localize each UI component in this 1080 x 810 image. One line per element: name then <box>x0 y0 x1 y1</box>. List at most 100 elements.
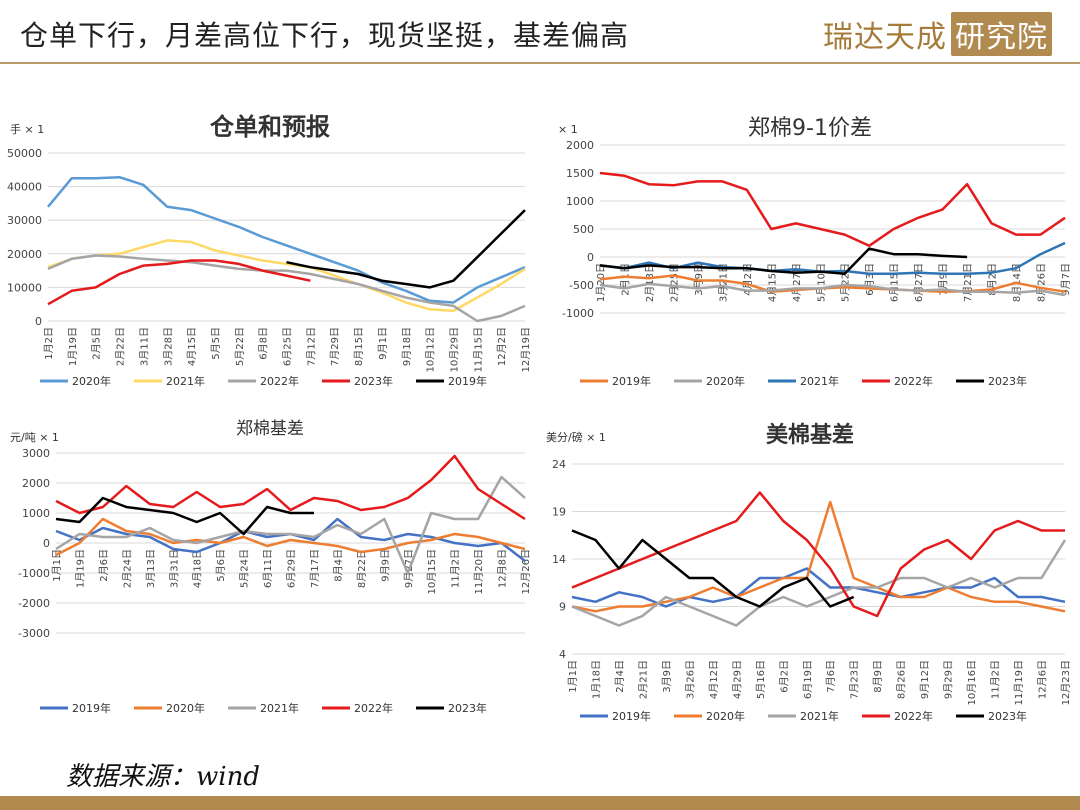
data-source: 数据来源：wind <box>66 762 260 792</box>
legend-label: 2022年 <box>894 709 933 723</box>
x-tick-label: 9月29日 <box>943 660 955 699</box>
chart-title: 美棉基差 <box>766 422 854 448</box>
x-tick-label: 9月7日 <box>1060 263 1072 296</box>
y-tick-label: -2000 <box>18 597 50 610</box>
x-tick-label: 1月1日 <box>567 660 579 693</box>
page-title: 仓单下行，月差高位下行，现货坚挺，基差偏高 <box>20 19 630 52</box>
x-tick-label: 4月29日 <box>731 660 743 699</box>
y-tick-label: 1500 <box>566 167 594 180</box>
x-tick-label: 6月8日 <box>258 327 270 360</box>
series-line-2023年 <box>571 529 855 608</box>
series-line-2021年 <box>571 539 1067 627</box>
x-tick-label: 1月18日 <box>590 660 602 699</box>
x-tick-label: 2月22日 <box>115 327 127 366</box>
x-tick-label: 6月3日 <box>864 263 876 296</box>
legend-label: 2023年 <box>354 374 393 388</box>
x-tick-label: 2月21日 <box>637 660 649 699</box>
x-tick-label: 7月21日 <box>962 263 974 302</box>
x-tick-label: 5月22日 <box>234 327 246 366</box>
x-tick-label: 8月22日 <box>356 549 368 588</box>
x-tick-label: 5月16日 <box>755 660 767 699</box>
y-tick-label: 19 <box>552 506 566 519</box>
x-tick-label: 3月9日 <box>661 660 673 693</box>
y-tick-label: 2000 <box>566 139 594 152</box>
x-tick-label: 12月2日 <box>496 327 508 366</box>
legend-label: 2023年 <box>448 701 487 715</box>
x-tick-label: 10月12日 <box>425 327 437 372</box>
legend-label: 2023年 <box>988 709 1027 723</box>
y-tick-label: -3000 <box>18 627 50 640</box>
x-tick-label: 5月10日 <box>815 263 827 302</box>
x-tick-label: 6月29日 <box>286 549 298 588</box>
y-tick-label: 30000 <box>7 214 42 227</box>
y-tick-label: 1000 <box>22 507 50 520</box>
x-tick-label: 2月13日 <box>644 263 656 302</box>
x-tick-label: 3月28日 <box>162 327 174 366</box>
y-unit-label: 元/吨 × 1 <box>10 431 59 444</box>
x-tick-label: 3月21日 <box>717 263 729 302</box>
x-tick-label: 2月4日 <box>614 660 626 693</box>
series-line-2020年 <box>47 175 526 304</box>
x-tick-label: 6月25日 <box>282 327 294 366</box>
chart-title: 郑棉9-1价差 <box>748 116 872 141</box>
x-tick-label: 6月19日 <box>802 660 814 699</box>
x-tick-label: 5月24日 <box>239 549 251 588</box>
x-tick-label: 1月1日 <box>51 549 63 582</box>
y-tick-label: 2000 <box>22 477 50 490</box>
y-tick-label: 20000 <box>7 248 42 261</box>
chart-title: 郑棉基差 <box>236 419 304 439</box>
legend-label: 2021年 <box>166 374 205 388</box>
x-tick-label: 2月24日 <box>121 549 133 588</box>
legend-label: 2023年 <box>988 374 1027 388</box>
x-tick-label: 8月26日 <box>896 660 908 699</box>
x-tick-label: 10月15日 <box>426 549 438 594</box>
series-line-2020年 <box>599 282 1066 297</box>
y-tick-label: 50000 <box>7 147 42 160</box>
x-tick-label: 12月8日 <box>497 549 509 588</box>
x-tick-label: 12月6日 <box>1037 660 1049 699</box>
x-tick-label: 11月2日 <box>990 660 1002 699</box>
x-tick-label: 4月15日 <box>766 263 778 302</box>
series-line-2020年 <box>55 517 526 557</box>
series-line-2022年 <box>47 254 526 323</box>
chart-title: 仓单和预报 <box>209 113 330 141</box>
x-tick-label: 6月11日 <box>262 549 274 588</box>
y-tick-label: -1000 <box>18 567 50 580</box>
legend-label: 2021年 <box>800 709 839 723</box>
series-line-2019年 <box>286 209 526 289</box>
x-tick-label: 11月20日 <box>473 549 485 594</box>
x-tick-label: 8月15日 <box>353 327 365 366</box>
x-tick-label: 11月2日 <box>450 549 462 588</box>
x-tick-label: 9月9日 <box>379 549 391 582</box>
x-tick-label: 2月5日 <box>91 327 103 360</box>
series-line-2022年 <box>55 454 526 521</box>
x-tick-label: 4月2日 <box>742 263 754 296</box>
y-tick-label: 0 <box>587 251 594 264</box>
legend-label: 2020年 <box>72 374 111 388</box>
series-line-2020年 <box>571 500 1066 613</box>
y-tick-label: -1000 <box>562 307 594 320</box>
legend-label: 2020年 <box>706 374 745 388</box>
y-tick-label: 3000 <box>22 447 50 460</box>
x-tick-label: 4月12日 <box>708 660 720 699</box>
x-tick-label: 10月29日 <box>448 327 460 372</box>
legend-label: 2022年 <box>354 701 393 715</box>
legend-label: 2019年 <box>612 709 651 723</box>
series-line-2022年 <box>571 491 1065 618</box>
y-tick-label: 0 <box>43 537 50 550</box>
brand-logo: 瑞达天成 研究院 <box>823 12 1052 56</box>
y-tick-label: 1000 <box>566 195 594 208</box>
legend-label: 2020年 <box>706 709 745 723</box>
x-tick-label: 3月13日 <box>145 549 157 588</box>
x-tick-label: 6月15日 <box>889 263 901 302</box>
x-tick-label: 5月5日 <box>210 327 222 360</box>
x-tick-label: 11月19日 <box>1013 660 1025 705</box>
legend-label: 2021年 <box>260 701 299 715</box>
x-tick-label: 3月11日 <box>138 327 150 366</box>
x-tick-label: 12月23日 <box>1060 660 1072 705</box>
legend-label: 2019年 <box>612 374 651 388</box>
x-tick-label: 9月12日 <box>919 660 931 699</box>
y-unit-label: 美分/磅 × 1 <box>546 430 606 444</box>
y-tick-label: 0 <box>35 315 42 328</box>
x-tick-label: 2月25日 <box>668 263 680 302</box>
